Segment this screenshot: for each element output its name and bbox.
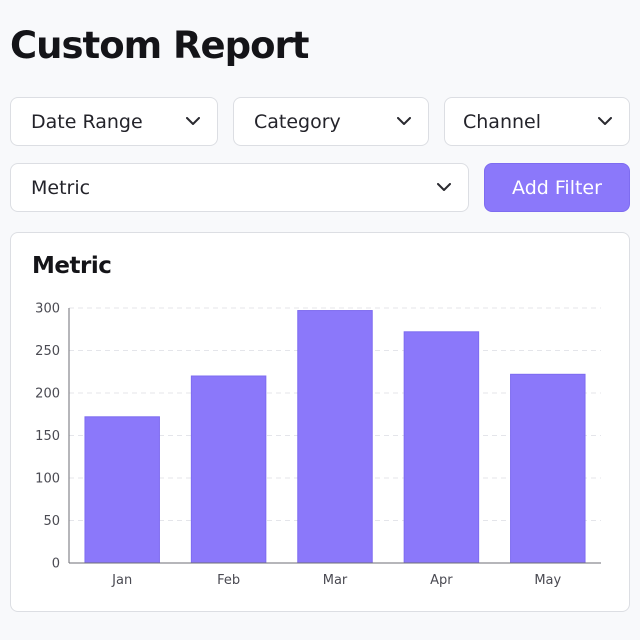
date-range-label: Date Range	[31, 110, 143, 133]
metric-dropdown[interactable]: Metric	[10, 163, 469, 212]
channel-label: Channel	[463, 110, 542, 133]
chevron-down-icon	[597, 114, 613, 130]
channel-dropdown[interactable]: Channel	[444, 97, 630, 146]
chevron-down-icon	[185, 114, 201, 130]
y-tick-label: 150	[35, 429, 60, 444]
category-dropdown[interactable]: Category	[233, 97, 429, 146]
chart-title: Metric	[32, 253, 112, 279]
y-tick-label: 200	[35, 387, 60, 402]
y-tick-label: 50	[43, 514, 60, 529]
chevron-down-icon	[436, 180, 452, 196]
bar-jan	[84, 416, 160, 564]
bar-chart: 0 50 100 150 200 250 300 Jan Feb Mar Apr May	[35, 302, 601, 588]
y-tick-label: 0	[52, 557, 60, 572]
y-tick-label: 300	[35, 302, 60, 317]
page-title: Custom Report	[10, 24, 309, 67]
bar-mar	[297, 310, 373, 564]
y-tick-label: 100	[35, 472, 60, 487]
date-range-dropdown[interactable]: Date Range	[10, 97, 218, 146]
bar-may	[510, 373, 586, 564]
category-label: Category	[254, 110, 341, 133]
chevron-down-icon	[396, 114, 412, 130]
x-tick-label: Feb	[217, 573, 240, 588]
chart-card: Metric 0 50 100 150 200 250 300 Jan Feb Mar Apr May	[10, 232, 630, 612]
metric-label: Metric	[31, 176, 91, 199]
bar-apr	[403, 331, 480, 564]
add-filter-button[interactable]: Add Filter	[484, 163, 630, 212]
x-tick-label: Jan	[111, 573, 132, 588]
y-tick-label: 250	[35, 344, 60, 359]
bar-feb	[190, 375, 267, 564]
x-tick-label: May	[534, 573, 561, 588]
x-tick-label: Mar	[323, 573, 348, 588]
x-tick-label: Apr	[430, 573, 453, 588]
